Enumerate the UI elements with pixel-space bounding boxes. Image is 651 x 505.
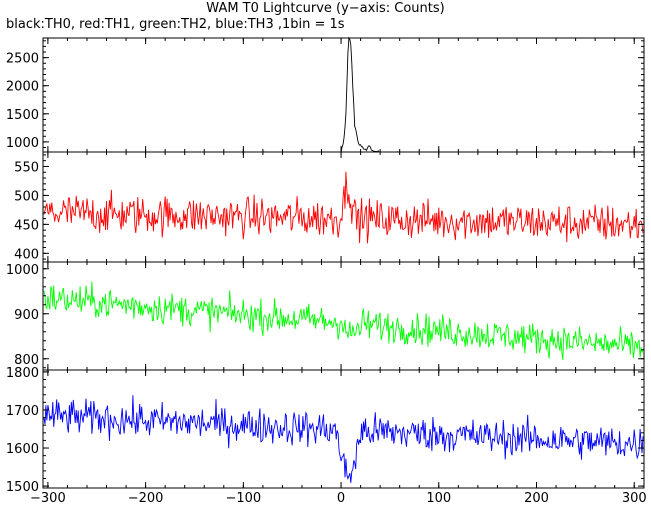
y-tick-label: 1700 <box>6 404 39 419</box>
x-tick-label: −200 <box>128 491 164 505</box>
x-tick-label: 200 <box>524 491 549 505</box>
y-tick-label: 1000 <box>6 263 39 278</box>
y-tick-label: 550 <box>14 160 39 175</box>
y-tick-label: 1500 <box>6 480 39 495</box>
panel-frame-1 <box>42 37 645 153</box>
y-tick-label: 400 <box>14 247 39 262</box>
panel-frame-3 <box>42 261 645 371</box>
y-tick-label: 2500 <box>6 52 39 67</box>
panel-frame-2 <box>42 151 645 263</box>
x-tick-label: −100 <box>225 491 261 505</box>
y-tick-label: 800 <box>14 353 39 368</box>
y-tick-label: 450 <box>14 218 39 233</box>
series-line-th3 <box>43 395 644 483</box>
y-tick-label: 1500 <box>6 108 39 123</box>
series-line-th0 <box>44 36 643 153</box>
y-tick-label: 500 <box>14 189 39 204</box>
y-tick-label: 1600 <box>6 442 39 457</box>
x-tick-label: 0 <box>337 491 345 505</box>
x-tick-label: −300 <box>30 491 66 505</box>
y-tick-label: 900 <box>14 308 39 323</box>
y-tick-label: 1000 <box>6 136 39 151</box>
x-tick-label: 300 <box>622 491 647 505</box>
panel-frame-4 <box>42 369 645 489</box>
chart-title: WAM T0 Lightcurve (y−axis: Counts) <box>206 1 445 16</box>
series-line-th1 <box>43 171 644 244</box>
chart-subtitle: black:TH0, red:TH1, green:TH2, blue:TH3 … <box>6 17 345 32</box>
series-line-th2 <box>43 281 644 361</box>
x-tick-label: 100 <box>426 491 451 505</box>
y-tick-label: 2000 <box>6 80 39 95</box>
y-tick-label: 1800 <box>6 366 39 381</box>
